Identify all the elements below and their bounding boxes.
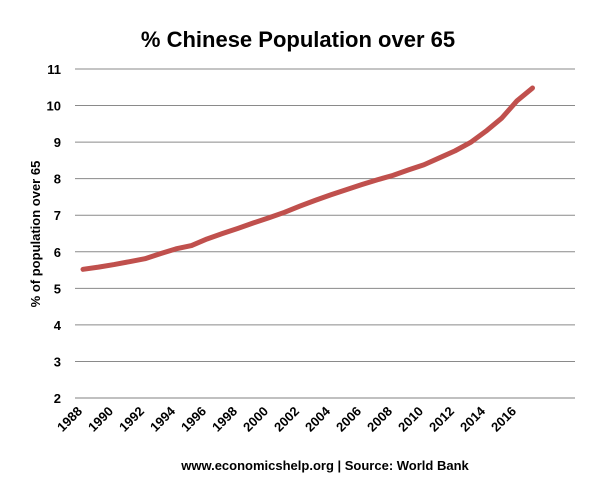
x-tick-label: 2006 bbox=[333, 404, 364, 435]
y-axis-ticks: 2 3 4 5 6 7 8 9 10 11 bbox=[47, 62, 62, 406]
chart-title: % Chinese Population over 65 bbox=[141, 27, 455, 52]
x-tick-label: 2004 bbox=[302, 403, 334, 435]
x-tick-label: 2012 bbox=[426, 404, 457, 435]
x-tick-label: 2016 bbox=[488, 404, 519, 435]
y-axis-label: % of population over 65 bbox=[28, 161, 43, 308]
x-tick-label: 2010 bbox=[395, 404, 426, 435]
y-tick-label: 10 bbox=[47, 99, 61, 114]
x-tick-label: 1998 bbox=[209, 404, 240, 435]
y-tick-label: 6 bbox=[54, 245, 61, 260]
gridlines bbox=[75, 68, 575, 362]
y-tick-label: 2 bbox=[54, 391, 61, 406]
source-credit: www.economicshelp.org | Source: World Ba… bbox=[180, 458, 469, 473]
y-tick-label: 4 bbox=[54, 318, 62, 333]
x-tick-label: 1996 bbox=[178, 404, 209, 435]
series-layer bbox=[80, 85, 535, 272]
y-tick-label: 3 bbox=[54, 354, 61, 369]
y-tick-label: 5 bbox=[54, 281, 61, 296]
x-tick-label: 2002 bbox=[271, 404, 302, 435]
x-tick-label: 1988 bbox=[54, 404, 85, 435]
series-line-0 bbox=[80, 85, 535, 272]
x-tick-label: 1992 bbox=[116, 404, 147, 435]
y-tick-label: 9 bbox=[54, 135, 61, 150]
x-tick-label: 1990 bbox=[85, 404, 116, 435]
x-tick-label: 2014 bbox=[457, 403, 489, 435]
x-axis-ticks: 1988 1990 1992 1994 1996 1998 2000 2002 2004 2006… bbox=[54, 403, 519, 435]
y-tick-label: 11 bbox=[47, 62, 61, 77]
x-tick-label: 1994 bbox=[147, 403, 179, 435]
x-tick-label: 2008 bbox=[364, 404, 395, 435]
y-tick-label: 8 bbox=[54, 172, 61, 187]
y-tick-label: 7 bbox=[54, 208, 61, 223]
x-tick-label: 2000 bbox=[240, 404, 271, 435]
